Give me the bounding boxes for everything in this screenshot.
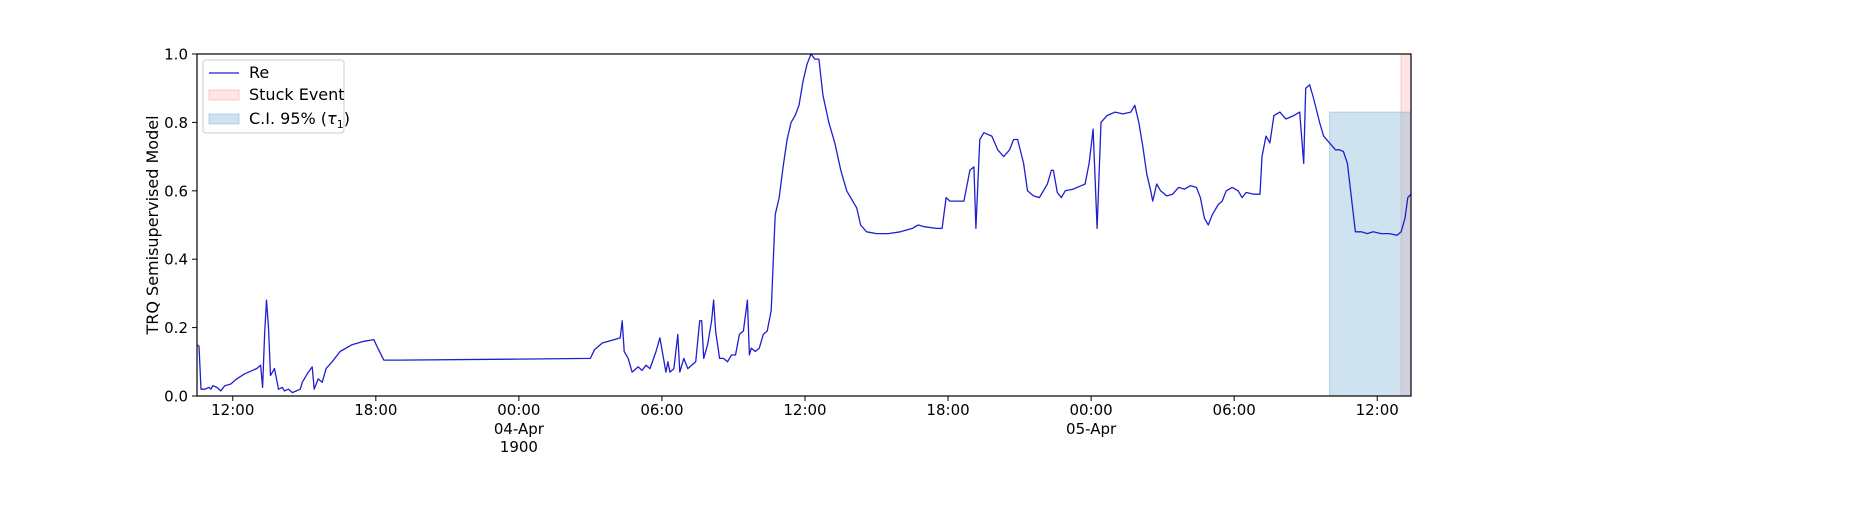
band-1 — [1329, 111, 1412, 397]
x-tick-label: 12:00 — [1356, 401, 1399, 419]
y-axis: 0.0 0.2 0.4 0.6 0.8 1.0 — [164, 46, 197, 406]
x-tick-label: 06:00 — [640, 401, 683, 419]
legend-label-ci-95: C.I. 95% (τ1) — [249, 109, 350, 131]
x-tick-label: 06:00 — [1213, 401, 1256, 419]
legend-label-re: Re — [249, 63, 269, 82]
y-tick-label: 0.6 — [164, 182, 188, 200]
y-tick-label: 0.4 — [164, 251, 188, 269]
bands-layer — [1329, 53, 1412, 397]
y-tick-label: 1.0 — [164, 46, 188, 64]
legend-label-ci-95-start: C.I. 95% ( — [249, 109, 327, 128]
x-tick-label: 18:00 — [354, 401, 397, 419]
x-tick-label: 18:00 — [926, 401, 969, 419]
plot-frame — [196, 53, 1412, 397]
legend-label-ci-95-end: ) — [344, 109, 350, 128]
x-tick-label: 12:00 — [211, 401, 254, 419]
y-tick-label: 0.0 — [164, 388, 188, 406]
x-tick-date-label: 05-Apr — [1066, 420, 1117, 438]
y-tick-label: 0.8 — [164, 114, 188, 132]
legend-label-stuck-event: Stuck Event — [249, 85, 345, 104]
y-axis-label: TRQ Semisupervised Model — [143, 115, 162, 335]
legend: Re Stuck Event C.I. 95% (τ1) — [202, 59, 350, 134]
legend-label-ci-95-sub: 1 — [337, 118, 344, 131]
x-tick-label: 12:00 — [783, 401, 826, 419]
x-tick-date-label: 04-Apr — [494, 420, 545, 438]
legend-box — [202, 59, 345, 134]
legend-swatch-ci-95 — [208, 113, 240, 125]
legend-swatch-stuck-event — [208, 89, 240, 101]
legend-label-ci-95-tau: τ — [327, 109, 337, 128]
x-tick-label: 00:00 — [497, 401, 540, 419]
x-tick-label: 00:00 — [1069, 401, 1112, 419]
series-layer — [196, 53, 1412, 394]
y-tick-label: 0.2 — [164, 319, 188, 337]
series-line-0 — [196, 53, 1412, 394]
x-tick-year-label: 1900 — [500, 438, 538, 456]
